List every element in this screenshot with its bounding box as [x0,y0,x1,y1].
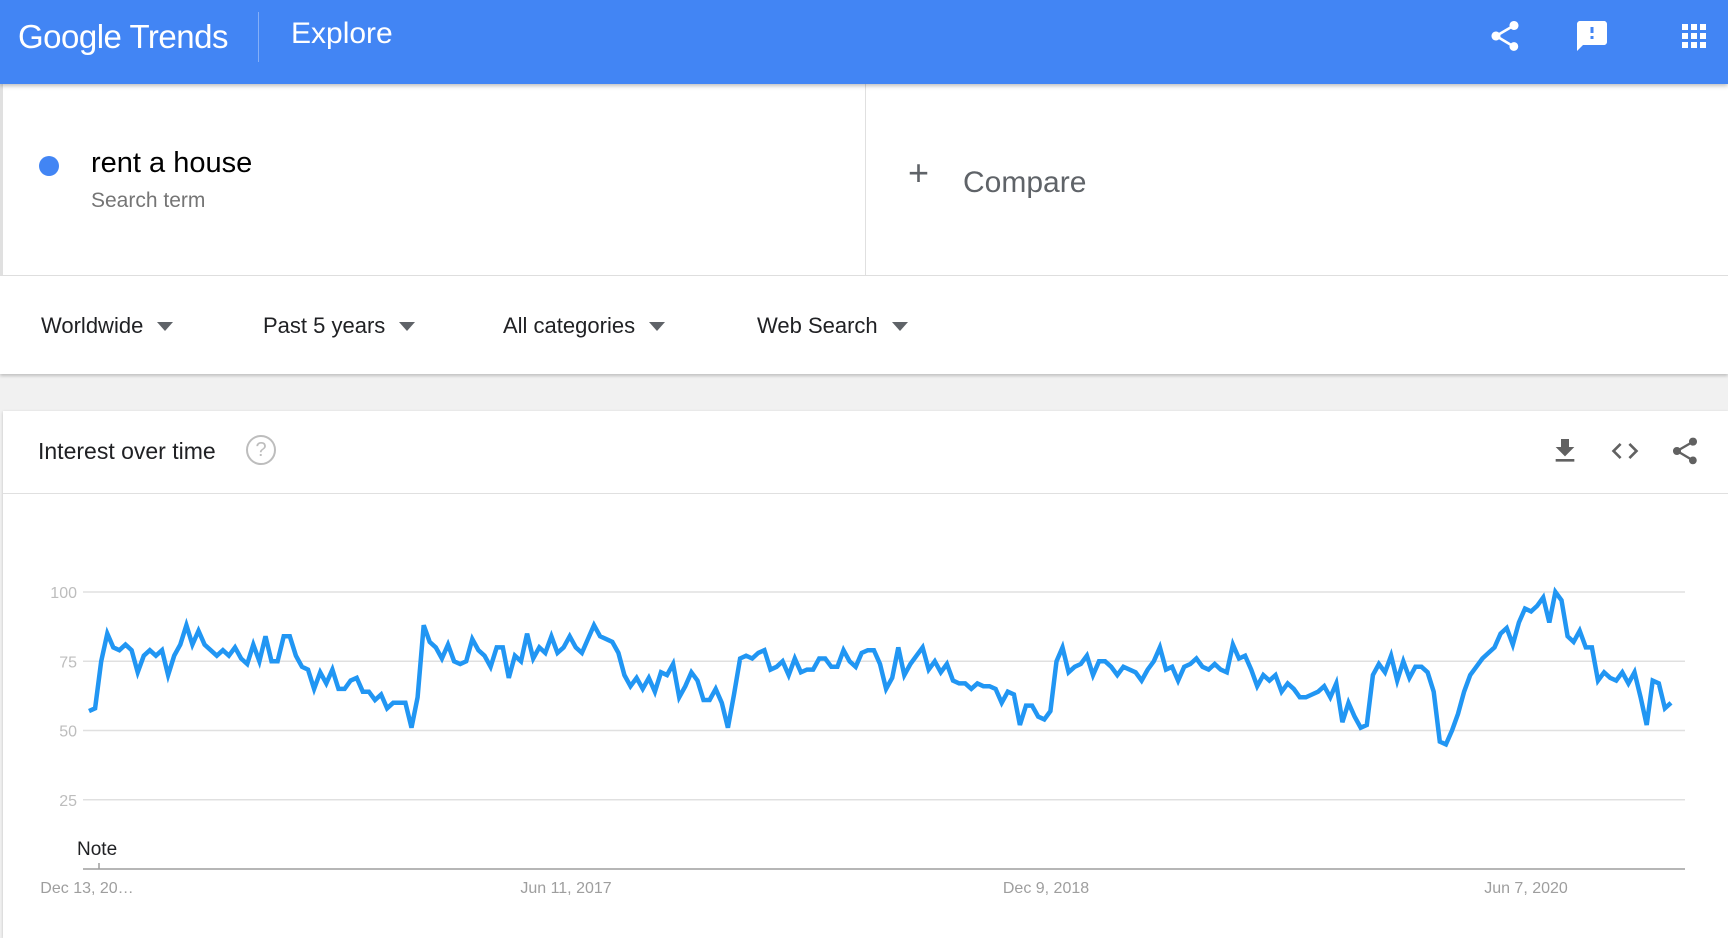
x-tick-label: Jun 7, 2020 [1484,880,1568,897]
share-icon[interactable] [1669,435,1701,467]
search-term-type: Search term [91,189,206,212]
filter-search-type[interactable]: Web Search [757,313,908,339]
compare-label: Compare [963,166,1087,199]
download-icon[interactable] [1549,435,1581,467]
y-tick-label: 50 [59,724,77,741]
apps-grid-icon[interactable] [1676,18,1712,54]
search-terms-bar: rent a house Search term + Compare [0,84,1728,276]
filter-label: Web Search [757,313,878,338]
caret-down-icon [891,321,908,331]
filter-label: Worldwide [41,313,144,338]
chart-note: Note [77,839,117,860]
app-header: Google Trends Explore [0,0,1728,84]
caret-down-icon [399,321,416,331]
x-tick-label: Jun 11, 2017 [520,880,611,897]
caret-down-icon [157,321,174,331]
embed-icon[interactable] [1609,435,1641,467]
filter-label: Past 5 years [263,313,386,338]
caret-down-icon [649,321,666,331]
search-term[interactable]: rent a house [91,147,253,179]
page-title: Explore [291,17,393,50]
filter-region[interactable]: Worldwide [41,313,174,339]
feedback-icon[interactable] [1574,18,1610,54]
filter-category[interactable]: All categories [503,313,666,339]
compare-button[interactable]: + Compare [866,84,1728,276]
card-title: Interest over time [38,438,216,464]
card-divider [3,493,1728,494]
y-tick-label: 100 [50,585,77,602]
header-divider [258,12,259,62]
google-trends-logo[interactable]: Google Trends [18,18,228,55]
interest-line-chart[interactable]: 25 50 75 100 Dec 13, 20… Jun 11, 2017 Dec 9, 2… [3,411,1728,938]
search-term-card[interactable]: rent a house Search term [3,84,866,276]
y-tick-label: 25 [59,793,77,810]
filter-bar: Worldwide Past 5 years All categories We… [0,276,1728,374]
filter-label: All categories [503,313,636,338]
help-icon[interactable]: ? [246,435,276,465]
term-color-dot [39,156,59,176]
series-line-rent-a-house [88,586,1673,748]
x-tick-label: Dec 13, 20… [40,880,133,897]
share-icon[interactable] [1487,18,1523,54]
plus-icon: + [908,152,930,193]
y-tick-label: 75 [59,654,77,671]
interest-over-time-card: Interest over time ? 25 50 75 100 Dec 13, 20… [3,411,1728,938]
x-tick-label: Dec 9, 2018 [1003,880,1089,897]
filter-time-range[interactable]: Past 5 years [263,313,416,339]
